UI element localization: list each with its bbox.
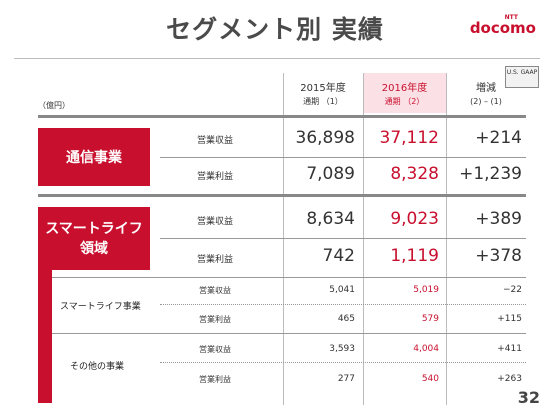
- telecom-profit-diff: +1,239: [459, 164, 522, 184]
- row-divider: [160, 238, 526, 239]
- fy2016-header-highlight: [363, 73, 446, 113]
- row-label-revenue: 営業収益: [199, 345, 231, 354]
- column-header-line1: 2015年度: [300, 83, 346, 94]
- slb-revenue-2016: 5,019: [413, 285, 439, 295]
- telecom-profit-2015: 7,089: [306, 164, 355, 184]
- column-divider: [363, 73, 364, 405]
- gaap-badge: U.S. GAAP: [505, 66, 539, 88]
- other-revenue-2015: 3,593: [329, 344, 355, 354]
- other-profit-2015: 277: [337, 374, 355, 384]
- logo-ntt-text: NTT: [504, 14, 518, 21]
- slb-profit-diff: +115: [497, 314, 522, 324]
- subsegment-divider: [52, 277, 526, 278]
- row-label-profit: 営業利益: [196, 255, 233, 265]
- slb-profit-2016: 579: [421, 314, 439, 324]
- other-revenue-diff: +411: [497, 344, 522, 354]
- segment-smartlife-label-line2: 領域: [80, 240, 108, 257]
- segment-smartlife-label-line1: スマートライフ: [45, 220, 143, 237]
- other-profit-2016: 540: [421, 374, 439, 384]
- subsegment-divider: [52, 333, 526, 334]
- logo-brand-text: docomo: [469, 19, 536, 37]
- slb-revenue-2015: 5,041: [329, 285, 355, 295]
- slb-revenue-diff: −22: [503, 285, 522, 295]
- segment-divider: [38, 194, 526, 197]
- title-divider: [14, 58, 540, 59]
- column-header-line1: 2016年度: [381, 83, 428, 94]
- smartlife-revenue-2015: 8,634: [306, 209, 355, 229]
- segment-telecom-label: 通信事業: [38, 128, 150, 186]
- column-divider: [283, 73, 284, 405]
- row-divider-dotted: [160, 362, 526, 363]
- smartlife-profit-2015: 742: [322, 246, 355, 266]
- row-label-profit: 営業利益: [199, 375, 231, 384]
- smartlife-revenue-2016: 9,023: [390, 209, 439, 229]
- telecom-profit-2016: 8,328: [390, 164, 439, 184]
- docomo-logo: NTT docomo: [469, 14, 536, 37]
- column-header-line1: 増減: [476, 83, 496, 94]
- telecom-revenue-diff: +214: [475, 128, 522, 148]
- telecom-revenue-2015: 36,898: [295, 128, 355, 148]
- page-number: 32: [517, 388, 540, 407]
- telecom-revenue-2016: 37,112: [379, 128, 439, 148]
- row-divider-dotted: [160, 304, 526, 305]
- header-divider: [38, 115, 526, 118]
- column-divider: [446, 73, 447, 405]
- column-header-diff: 増減 (2) – (1): [446, 82, 526, 108]
- other-profit-diff: +263: [497, 374, 522, 384]
- row-divider: [160, 157, 526, 158]
- column-header-fy2016: 2016年度 通期 （2）: [363, 82, 446, 108]
- row-label-profit: 営業利益: [196, 172, 233, 182]
- unit-label: （億円）: [38, 101, 70, 110]
- smartlife-profit-diff: +378: [475, 246, 522, 266]
- segment-smartlife-bracket: [38, 268, 52, 403]
- row-label-revenue: 営業収益: [199, 286, 231, 295]
- other-revenue-2016: 4,004: [413, 344, 439, 354]
- column-header-line2: 通期 （1）: [303, 97, 343, 106]
- subsegment-smartlife-business-label: スマートライフ事業: [60, 302, 141, 312]
- subsegment-other-business-label: その他の事業: [70, 362, 125, 372]
- column-header-line2: 通期 （2）: [384, 97, 425, 106]
- page-title: セグメント別 実績: [166, 15, 384, 44]
- column-header-fy2015: 2015年度 通期 （1）: [283, 82, 363, 108]
- slb-profit-2015: 465: [337, 314, 355, 324]
- row-label-profit: 営業利益: [199, 315, 231, 324]
- smartlife-profit-2016: 1,119: [390, 246, 439, 266]
- row-label-revenue: 営業収益: [196, 217, 233, 227]
- row-label-revenue: 営業収益: [196, 136, 233, 146]
- column-header-line2: (2) – (1): [470, 97, 502, 106]
- smartlife-revenue-diff: +389: [475, 209, 522, 229]
- segment-smartlife-label: スマートライフ 領域: [38, 207, 150, 270]
